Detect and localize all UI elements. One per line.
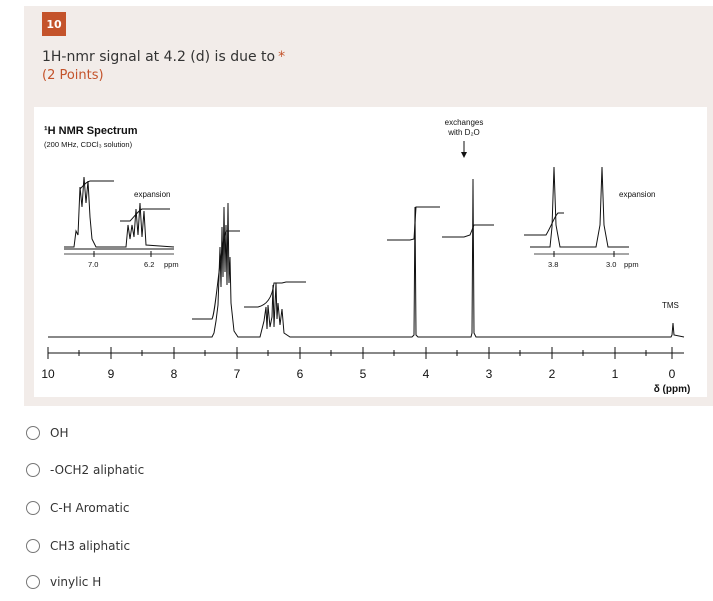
left-expansion-unit: ppm xyxy=(164,260,179,269)
axis-tick-6: 6 xyxy=(297,367,304,381)
option-ch-aromatic[interactable]: C-H Aromatic xyxy=(24,496,324,520)
required-mark: * xyxy=(278,49,286,65)
exchange-annotation-line2: with D₂O xyxy=(447,128,480,137)
radio-button-icon[interactable] xyxy=(26,575,40,589)
spectrum-title: ¹H NMR Spectrum xyxy=(44,125,138,137)
axis-tick-labels: 10 9 8 7 6 5 4 3 2 1 0 xyxy=(41,367,675,381)
radio-button-icon[interactable] xyxy=(26,463,40,477)
radio-button-icon[interactable] xyxy=(26,539,40,553)
question-card: 10 1H-nmr signal at 4.2 (d) is due to * (… xyxy=(24,6,713,102)
spectrum-axis xyxy=(47,347,684,359)
axis-tick-8: 8 xyxy=(171,367,178,381)
right-expansion-tick-2: 3.0 xyxy=(606,260,616,269)
axis-tick-1: 1 xyxy=(612,367,619,381)
left-expansion-tick-2: 6.2 xyxy=(144,260,154,269)
axis-tick-4: 4 xyxy=(423,367,430,381)
option-oh[interactable]: OH xyxy=(24,421,324,445)
left-expansion-tick-1: 7.0 xyxy=(88,260,98,269)
exchange-arrow-icon xyxy=(461,141,467,158)
spectrum-trace xyxy=(48,178,685,338)
axis-tick-2: 2 xyxy=(549,367,556,381)
tms-label: TMS xyxy=(662,301,679,310)
option-label: vinylic H xyxy=(50,575,102,589)
option-label: OH xyxy=(50,426,69,440)
left-expansion-label: expansion xyxy=(134,190,170,199)
radio-button-icon[interactable] xyxy=(26,426,40,440)
right-expansion-unit: ppm xyxy=(624,260,639,269)
option-label: -OCH2 aliphatic xyxy=(50,463,145,477)
option-ch3-aliphatic[interactable]: CH3 aliphatic xyxy=(24,534,324,558)
option-label: C-H Aromatic xyxy=(50,501,130,515)
question-image-area: ¹H NMR Spectrum (200 MHz, CDCl₃ solution… xyxy=(24,102,713,406)
right-expansion-label: expansion xyxy=(619,190,655,199)
axis-tick-10: 10 xyxy=(41,367,55,381)
option-label: CH3 aliphatic xyxy=(50,539,131,553)
left-expansion-inset xyxy=(64,176,175,257)
spectrum-subtitle: (200 MHz, CDCl₃ solution) xyxy=(44,140,133,149)
axis-tick-7: 7 xyxy=(234,367,241,381)
right-expansion-inset xyxy=(524,166,629,257)
question-points: (2 Points) xyxy=(42,68,104,83)
option-och2-aliphatic[interactable]: -OCH2 aliphatic xyxy=(24,458,324,482)
axis-unit-label: δ (ppm) xyxy=(654,384,691,395)
question-number-badge: 10 xyxy=(42,12,66,36)
axis-tick-5: 5 xyxy=(360,367,367,381)
option-vinylic-h[interactable]: vinylic H xyxy=(24,570,324,594)
axis-tick-3: 3 xyxy=(486,367,493,381)
question-title: 1H-nmr signal at 4.2 (d) is due to * xyxy=(42,49,285,65)
exchange-annotation-line1: exchanges xyxy=(445,118,484,127)
question-title-text: 1H-nmr signal at 4.2 (d) is due to xyxy=(42,49,276,65)
right-expansion-tick-1: 3.8 xyxy=(548,260,558,269)
axis-tick-9: 9 xyxy=(108,367,115,381)
axis-tick-0: 0 xyxy=(669,367,676,381)
radio-button-icon[interactable] xyxy=(26,501,40,515)
nmr-spectrum-image: ¹H NMR Spectrum (200 MHz, CDCl₃ solution… xyxy=(34,107,707,397)
